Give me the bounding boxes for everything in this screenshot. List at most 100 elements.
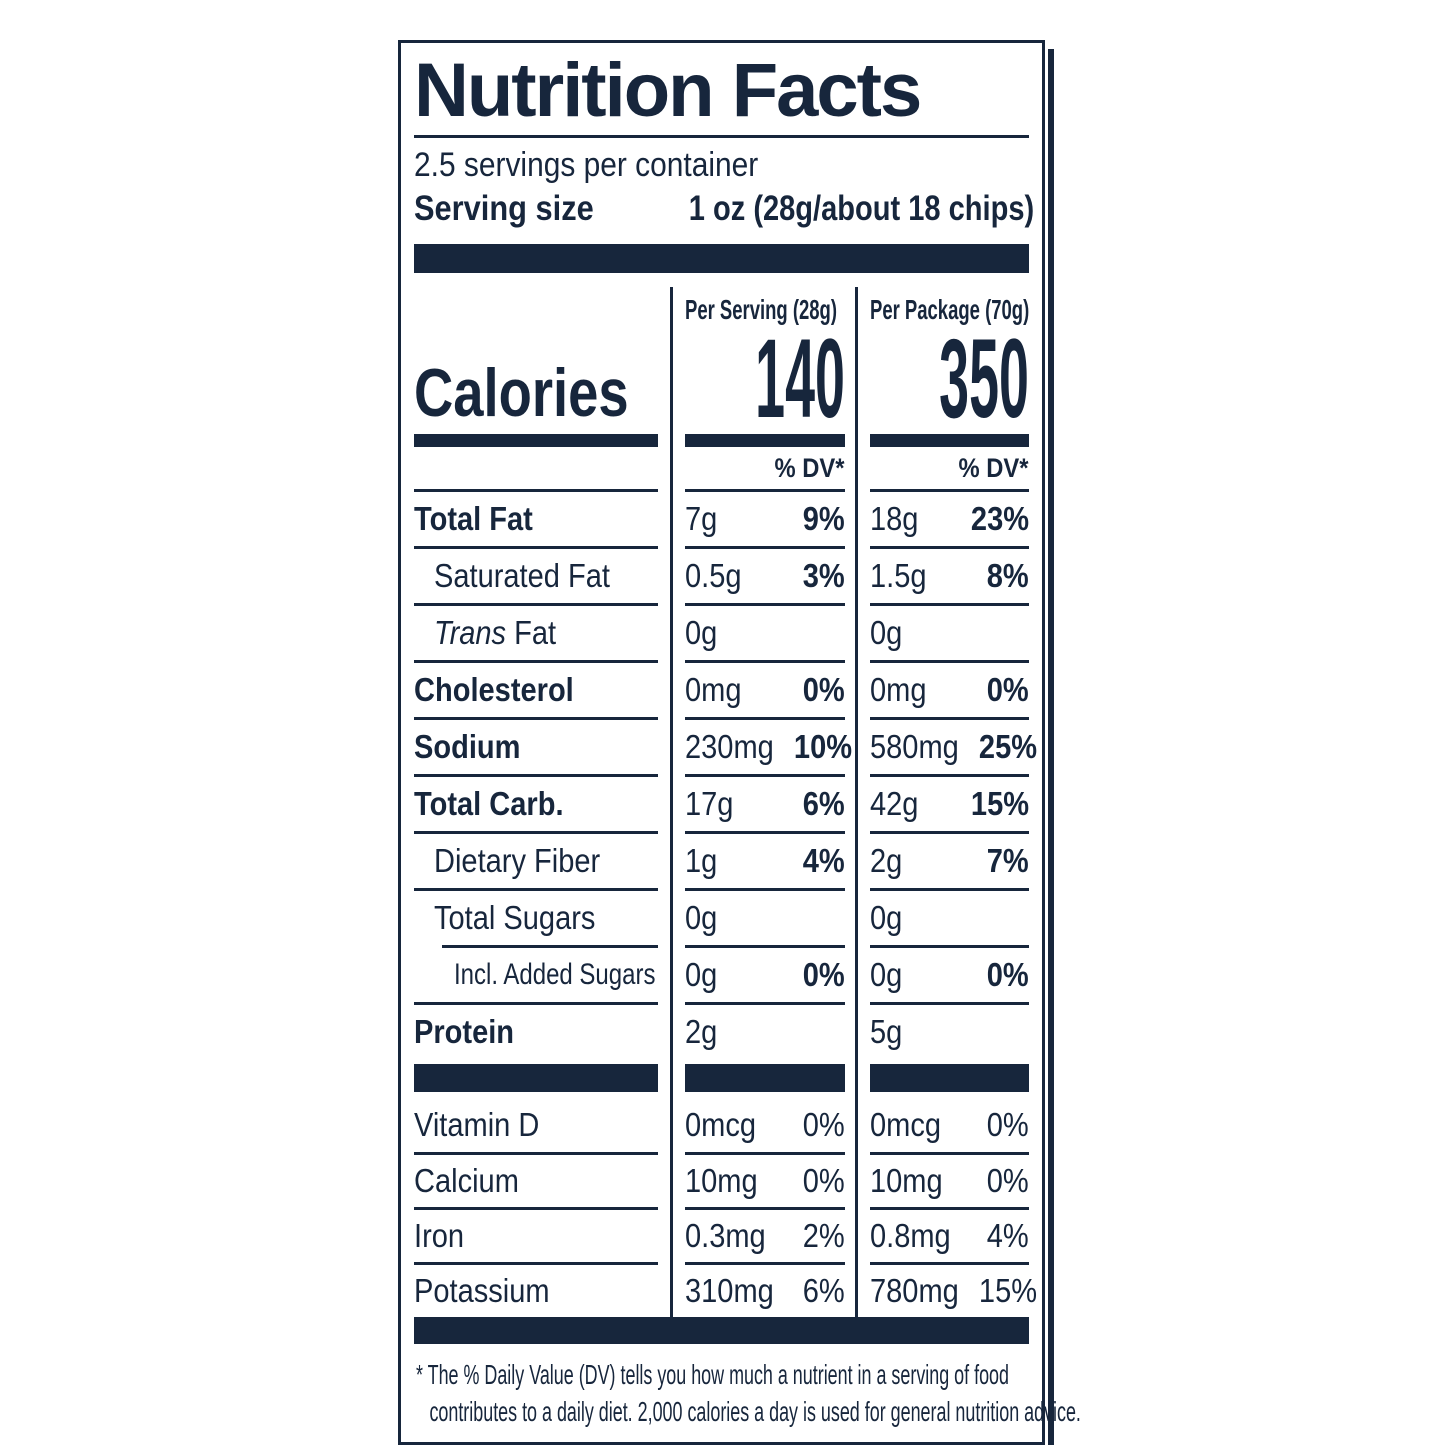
nutrient-name: Total Sugars bbox=[434, 899, 596, 936]
package-dv: 15% bbox=[978, 1272, 1037, 1309]
serving-amount: 0mcg bbox=[685, 1105, 757, 1143]
serving-amount: 0g bbox=[685, 956, 718, 993]
nutrient-name: Sodium bbox=[414, 728, 521, 765]
dv-header-package: % DV* bbox=[959, 452, 1029, 483]
package-amount: 0mg bbox=[870, 671, 927, 708]
nutrient-row-sodium: Sodium 230mg 10% 580mg 25% bbox=[414, 717, 1037, 774]
serving-dv: 0% bbox=[803, 671, 845, 708]
per-package-underline bbox=[870, 434, 1029, 447]
package-amount: 5g bbox=[870, 1013, 903, 1050]
serving-dv: 0% bbox=[803, 1105, 845, 1143]
nutrient-row-iron: Iron 0.3mg 2% 0.8mg 4% bbox=[414, 1207, 1029, 1262]
serving-amount: 230mg bbox=[685, 728, 774, 765]
dv-footnote: * The % Daily Value (DV) tells you how m… bbox=[414, 1356, 1081, 1430]
title-rule bbox=[414, 135, 1029, 138]
nutrient-row-added-sugars: Incl. Added Sugars 0g 0% 0g 0% bbox=[414, 945, 1029, 1002]
per-package-calories-value: 350 bbox=[939, 316, 1029, 441]
nutrient-row-dietary-fiber: Dietary Fiber 1g 4% 2g 7% bbox=[414, 831, 1029, 888]
package-dv: 15% bbox=[970, 785, 1029, 822]
nutrient-name: Total Carb. bbox=[414, 785, 564, 822]
nutrient-name: Incl. Added Sugars bbox=[454, 958, 656, 991]
package-amount: 0.8mg bbox=[870, 1217, 951, 1254]
nutrient-row-protein: Protein 2g 5g bbox=[414, 1002, 1029, 1059]
serving-size-row: Serving size 1 oz (28g/about 18 chips) bbox=[414, 186, 1034, 232]
package-dv: 8% bbox=[987, 557, 1029, 594]
serving-dv: 9% bbox=[803, 500, 845, 537]
calories-underline bbox=[414, 434, 658, 447]
nutrition-facts-panel: Nutrition Facts 2.5 servings per contain… bbox=[398, 40, 1081, 1445]
nutrient-name: Total Fat bbox=[414, 500, 533, 537]
package-dv: 25% bbox=[978, 728, 1037, 765]
nutrient-row-total-sugars: Total Sugars 0g 0g bbox=[414, 888, 1029, 945]
serving-dv: 4% bbox=[803, 842, 845, 879]
serving-amount: 2g bbox=[685, 1013, 718, 1050]
package-dv: 7% bbox=[987, 842, 1029, 879]
package-dv: 0% bbox=[987, 1162, 1029, 1199]
package-amount: 580mg bbox=[870, 728, 959, 765]
per-package-calories-cell: Per Package (70g) 350 bbox=[870, 287, 1029, 447]
package-amount: 0g bbox=[870, 614, 903, 651]
nutrient-name: Calcium bbox=[414, 1162, 519, 1199]
nutrient-row-calcium: Calcium 10mg 0% 10mg 0% bbox=[414, 1152, 1029, 1207]
nutrient-row-vitamin-d: Vitamin D 0mcg 0% 0mcg 0% bbox=[414, 1097, 1029, 1152]
nutrient-row-trans-fat: Trans Fat 0g 0g bbox=[414, 603, 1029, 660]
package-amount: 0mcg bbox=[870, 1105, 942, 1143]
serving-size-value: 1 oz (28g/about 18 chips) bbox=[689, 189, 1035, 228]
separator-bar-top bbox=[414, 244, 1029, 273]
package-dv: 4% bbox=[987, 1217, 1029, 1254]
dv-header-row: % DV* % DV* bbox=[414, 447, 1029, 489]
nutrition-facts-title: Nutrition Facts bbox=[414, 48, 922, 133]
nutrient-row-cholesterol: Cholesterol 0mg 0% 0mg 0% bbox=[414, 660, 1029, 717]
nutrient-name: Dietary Fiber bbox=[434, 842, 601, 879]
package-amount: 10mg bbox=[870, 1162, 943, 1199]
nutrient-row-saturated-fat: Saturated Fat 0.5g 3% 1.5g 8% bbox=[414, 546, 1029, 603]
nutrient-row-total-fat: Total Fat 7g 9% 18g 23% bbox=[414, 489, 1029, 546]
serving-dv: 0% bbox=[803, 1162, 845, 1199]
serving-amount: 310mg bbox=[685, 1272, 774, 1309]
package-amount: 780mg bbox=[870, 1272, 959, 1309]
nutrient-row-potassium: Potassium 310mg 6% 780mg 15% bbox=[414, 1262, 1037, 1317]
serving-dv: 0% bbox=[803, 956, 845, 993]
nutrient-name: Iron bbox=[414, 1217, 465, 1254]
nutrient-row-total-carb: Total Carb. 17g 6% 42g 15% bbox=[414, 774, 1029, 831]
nutrition-facts-label: Nutrition Facts 2.5 servings per contain… bbox=[398, 40, 1081, 1445]
per-serving-underline bbox=[685, 434, 845, 447]
nutrient-name: Protein bbox=[414, 1013, 515, 1050]
serving-dv: 6% bbox=[803, 1272, 845, 1309]
serving-amount: 0.3mg bbox=[685, 1217, 766, 1254]
package-dv: 23% bbox=[970, 500, 1029, 537]
serving-amount: 0g bbox=[685, 899, 718, 936]
servings-per-container-text: 2.5 servings per container bbox=[414, 146, 759, 184]
package-amount: 0g bbox=[870, 899, 903, 936]
nutrient-name: Cholesterol bbox=[414, 671, 574, 708]
calories-cell: Calories bbox=[414, 287, 658, 447]
nutrient-name: Trans Fat bbox=[434, 614, 557, 651]
serving-amount: 7g bbox=[685, 500, 718, 537]
package-amount: 2g bbox=[870, 842, 903, 879]
servings-per-container: 2.5 servings per container bbox=[414, 144, 1029, 186]
separator-bar-bottom bbox=[414, 1317, 1029, 1344]
serving-amount: 0g bbox=[685, 614, 718, 651]
footnote-line-1: * The % Daily Value (DV) tells you how m… bbox=[416, 1359, 1009, 1390]
footnote-line-2: contributes to a daily diet. 2,000 calor… bbox=[429, 1396, 1081, 1427]
nutrient-name: Vitamin D bbox=[414, 1105, 540, 1143]
serving-amount: 17g bbox=[685, 785, 734, 822]
serving-amount: 0mg bbox=[685, 671, 742, 708]
nutrient-name: Saturated Fat bbox=[434, 557, 610, 594]
calories-label: Calories bbox=[414, 355, 629, 431]
serving-amount: 0.5g bbox=[685, 557, 742, 594]
package-amount: 0g bbox=[870, 956, 903, 993]
nutrient-name: Potassium bbox=[414, 1272, 550, 1309]
serving-amount: 10mg bbox=[685, 1162, 758, 1199]
per-serving-calories-cell: Per Serving (28g) 140 bbox=[685, 287, 845, 447]
serving-dv: 6% bbox=[803, 785, 845, 822]
package-dv: 0% bbox=[987, 671, 1029, 708]
serving-dv: 2% bbox=[803, 1217, 845, 1254]
package-dv: 0% bbox=[987, 1105, 1029, 1143]
serving-amount: 1g bbox=[685, 842, 718, 879]
package-amount: 42g bbox=[870, 785, 919, 822]
dv-header-serving: % DV* bbox=[775, 452, 845, 483]
package-amount: 18g bbox=[870, 500, 919, 537]
nutrition-table: Calories Per Serving (28g) 140 Per Packa… bbox=[414, 287, 1037, 1317]
